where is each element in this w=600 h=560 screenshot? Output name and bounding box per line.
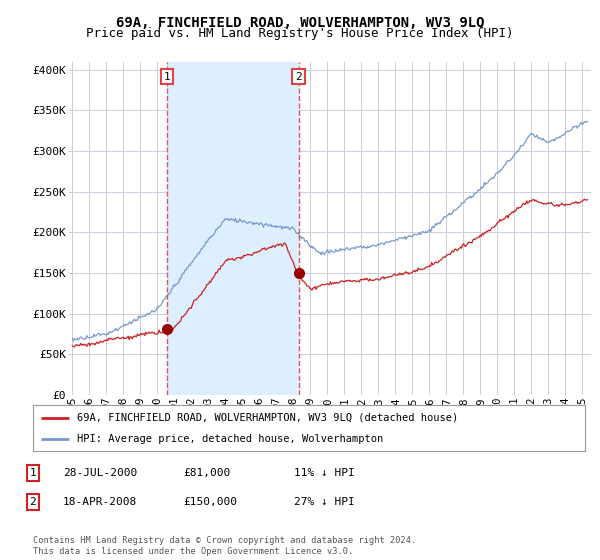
Text: 2: 2	[295, 72, 302, 82]
Text: 1: 1	[29, 468, 37, 478]
Text: £81,000: £81,000	[183, 468, 230, 478]
Text: HPI: Average price, detached house, Wolverhampton: HPI: Average price, detached house, Wolv…	[77, 435, 383, 444]
Text: £150,000: £150,000	[183, 497, 237, 507]
Text: 2: 2	[29, 497, 37, 507]
Bar	[167, 62, 299, 395]
Text: 1: 1	[164, 72, 170, 82]
Text: 69A, FINCHFIELD ROAD, WOLVERHAMPTON, WV3 9LQ: 69A, FINCHFIELD ROAD, WOLVERHAMPTON, WV3…	[116, 16, 484, 30]
Text: Price paid vs. HM Land Registry's House Price Index (HPI): Price paid vs. HM Land Registry's House …	[86, 27, 514, 40]
Text: 27% ↓ HPI: 27% ↓ HPI	[294, 497, 355, 507]
Text: 18-APR-2008: 18-APR-2008	[63, 497, 137, 507]
Text: 11% ↓ HPI: 11% ↓ HPI	[294, 468, 355, 478]
Text: 28-JUL-2000: 28-JUL-2000	[63, 468, 137, 478]
Text: 69A, FINCHFIELD ROAD, WOLVERHAMPTON, WV3 9LQ (detached house): 69A, FINCHFIELD ROAD, WOLVERHAMPTON, WV3…	[77, 413, 458, 423]
Text: Contains HM Land Registry data © Crown copyright and database right 2024.
This d: Contains HM Land Registry data © Crown c…	[33, 536, 416, 556]
